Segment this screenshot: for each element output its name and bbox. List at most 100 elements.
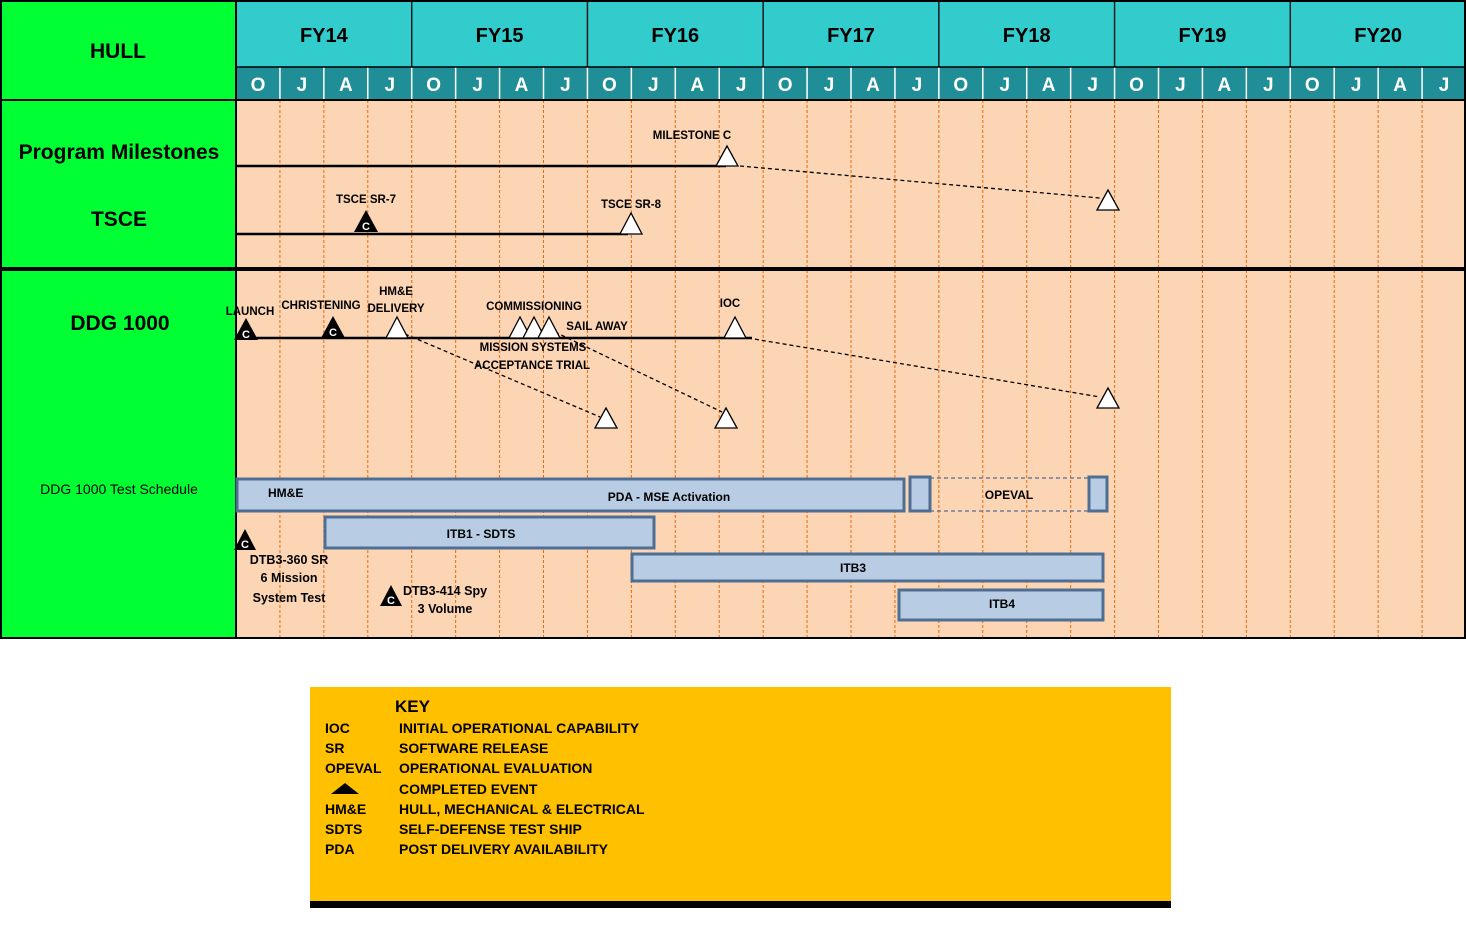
- quarter-label: J: [912, 75, 923, 96]
- quarter-label: A: [1218, 75, 1232, 96]
- launch-completed-triangle-icon: [234, 318, 258, 340]
- itb3-bar-label: ITB3: [840, 561, 866, 575]
- hme-delivery-slipped-triangle-icon: [593, 406, 619, 429]
- key-definition: COMPLETED EVENT: [399, 780, 538, 797]
- quarter-label: J: [384, 75, 395, 96]
- program-milestones-label: Program Milestones: [19, 141, 220, 164]
- christening-completed-triangle-icon: [321, 316, 345, 338]
- quarter-label: O: [953, 75, 968, 96]
- pda-mse-bar-label: PDA - MSE Activation: [608, 490, 730, 504]
- commissioning-slipped-triangle-icon: [713, 406, 739, 429]
- milestone-c-label: MILESTONE C: [653, 130, 731, 142]
- key-abbreviation: SDTS: [325, 821, 363, 837]
- tsce-sr8-triangle-icon: [618, 211, 644, 235]
- pda-short-bar: [908, 475, 932, 513]
- key-definition: INITIAL OPERATIONAL CAPABILITY: [399, 720, 640, 736]
- key-definition: SELF-DEFENSE TEST SHIP: [399, 821, 582, 837]
- dtb3-414-label-line1: DTB3-414 Spy: [403, 584, 487, 598]
- quarter-label: J: [648, 75, 659, 96]
- quarter-label: J: [824, 75, 835, 96]
- outer-frame: [0, 0, 1466, 639]
- key-definition: HULL, MECHANICAL & ELECTRICAL: [399, 800, 645, 817]
- fiscal-year-label: FY17: [827, 25, 875, 47]
- quarter-label: J: [999, 75, 1010, 96]
- mission-systems-label-line2: ACCEPTANCE TRIAL: [474, 360, 590, 372]
- key-definition: SOFTWARE RELEASE: [399, 740, 549, 757]
- dtb3-414-label-line2: 3 Volume: [418, 602, 473, 616]
- quarter-label: O: [1129, 75, 1144, 96]
- quarter-label: J: [1087, 75, 1098, 96]
- dtb3-360-completed-triangle-icon: [234, 529, 256, 550]
- quarter-label: J: [472, 75, 483, 96]
- itb4-bar: [897, 588, 1105, 622]
- hme-bar-label: HM&E: [268, 486, 303, 500]
- hme-delivery-slip-line: [404, 333, 601, 418]
- pda-mse-activation-bar: [235, 477, 906, 513]
- dtb3-360-label-line3: System Test: [253, 591, 327, 605]
- tsce-sr7-completed-mark: C: [362, 221, 370, 233]
- hme-delivery-label-line1: HM&E: [379, 286, 413, 298]
- sail-away-triangle-icon: [536, 315, 562, 339]
- key-definition: OPERATIONAL EVALUATION: [399, 760, 593, 777]
- fiscal-year-label: FY18: [1003, 25, 1051, 47]
- ddg1000-label: DDG 1000: [70, 312, 169, 335]
- itb3-bar: [630, 552, 1105, 583]
- tsce-sr8-label: TSCE SR-8: [601, 199, 662, 211]
- quarter-label: A: [866, 75, 880, 96]
- quarter-label: O: [251, 75, 266, 96]
- quarter-label: A: [1042, 75, 1056, 96]
- quarter-label: J: [736, 75, 747, 96]
- key-abbreviation: SR: [325, 740, 345, 757]
- launch-label: LAUNCH: [226, 306, 275, 318]
- christening-completed-mark: C: [329, 327, 337, 339]
- hme-delivery-triangle-icon: [384, 315, 410, 339]
- row-label-column: [0, 0, 236, 638]
- key-abbreviation: HM&E: [325, 800, 367, 817]
- milestone-c-triangle-icon: [714, 144, 740, 167]
- fiscal-year-label: FY20: [1354, 25, 1402, 47]
- commissioning-label: COMMISSIONING: [486, 301, 582, 313]
- key-abbreviation: IOC: [325, 720, 350, 736]
- fiscal-year-dividers: [410, 0, 1292, 67]
- fiscal-year-label: FY19: [1179, 25, 1227, 47]
- launch-completed-mark: C: [242, 329, 250, 341]
- dtb3-414-completed-triangle-icon: [380, 585, 402, 606]
- dtb3-360-label-line2: 6 Mission: [261, 571, 318, 585]
- quarter-label: J: [1439, 75, 1450, 96]
- quarter-label: O: [1305, 75, 1320, 96]
- filled-triangle-icon: [331, 782, 359, 794]
- fiscal-year-label: FY16: [651, 25, 699, 47]
- opeval-end-bar: [1087, 475, 1109, 513]
- ioc-slip-line: [747, 337, 1101, 398]
- fiscal-year-label: FY15: [476, 25, 524, 47]
- key-legend: KEY IOC INITIAL OPERATIONAL CAPABILITY SR S…: [310, 687, 1171, 908]
- sail-away-label: SAIL AWAY: [566, 321, 628, 333]
- mission-systems-triangle-icon: [521, 315, 547, 339]
- itb4-bar-label: ITB4: [989, 597, 1015, 611]
- schedule-chart: FY14 FY15 FY16 FY17 FY18 FY19 FY20 O J A J O J A J O J A…: [0, 0, 1466, 639]
- quarter-label: A: [690, 75, 704, 96]
- quarter-label: J: [560, 75, 571, 96]
- key-abbreviation: OPEVAL: [325, 760, 382, 777]
- commissioning-slip-line: [554, 331, 723, 413]
- opeval-bar-label: OPEVAL: [985, 488, 1033, 502]
- itb1-sdts-bar-label: ITB1 - SDTS: [447, 527, 516, 541]
- tsce-sr7-completed-triangle-icon: [354, 210, 378, 232]
- quarter-label: O: [778, 75, 793, 96]
- quarter-label: A: [515, 75, 529, 96]
- fiscal-year-header: [236, 0, 1466, 67]
- quarter-label: A: [339, 75, 353, 96]
- key-definition: POST DELIVERY AVAILABILITY: [399, 841, 608, 858]
- quarter-label: A: [1393, 75, 1407, 96]
- test-schedule-label: DDG 1000 Test Schedule: [40, 481, 198, 497]
- quarter-label: J: [1175, 75, 1186, 96]
- dtb3-360-label-line1: DTB3-360 SR: [250, 553, 329, 567]
- fiscal-year-labels: FY14 FY15 FY16 FY17 FY18 FY19 FY20: [300, 25, 1402, 47]
- tsce-sr7-label: TSCE SR-7: [336, 194, 396, 206]
- mission-systems-label-line1: MISSION SYSTEMS: [480, 342, 587, 354]
- ioc-triangle-icon: [722, 315, 748, 339]
- quarter-gridlines: [279, 67, 1423, 638]
- ioc-label: IOC: [720, 298, 740, 310]
- key-abbreviation: PDA: [325, 841, 355, 858]
